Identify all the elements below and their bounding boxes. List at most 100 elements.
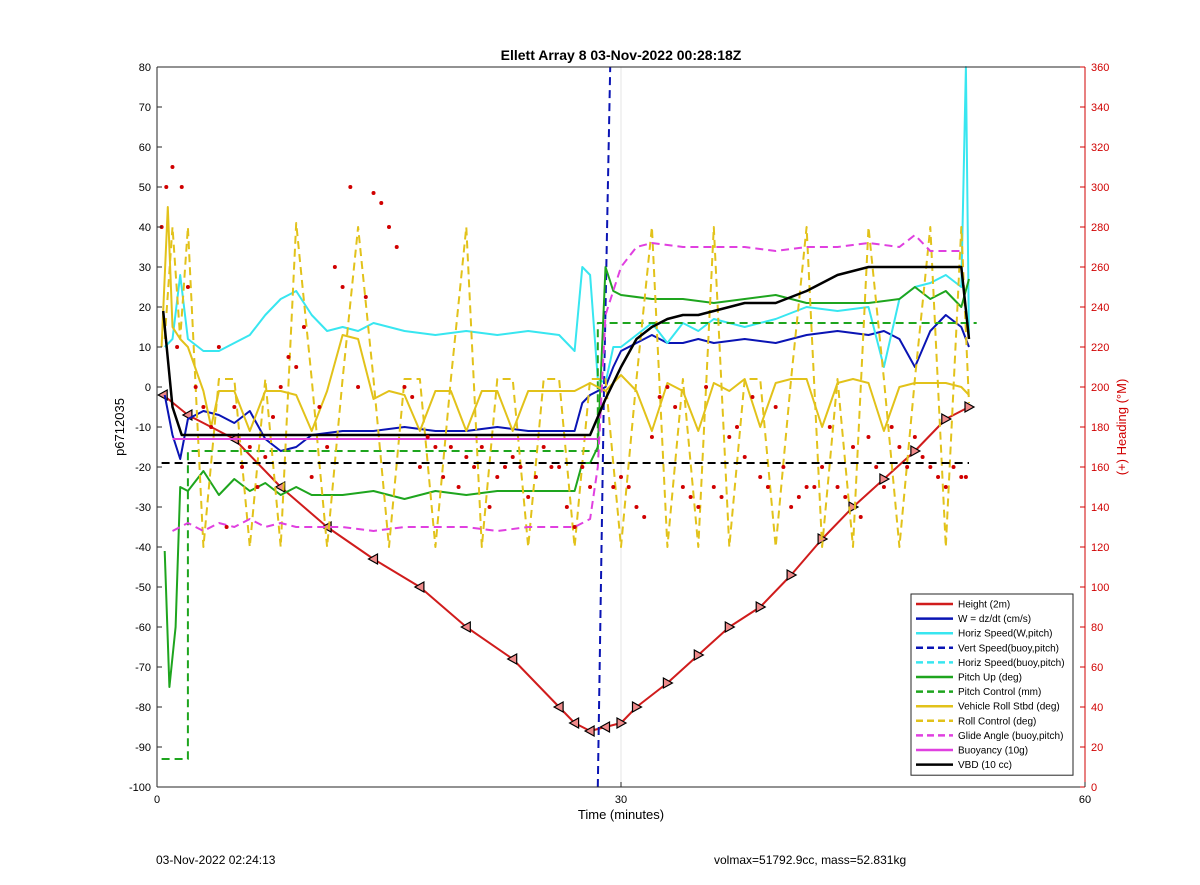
y-tick-label: 10 <box>139 342 151 354</box>
y-tick-label: 70 <box>139 102 151 114</box>
series-vbd <box>161 265 971 437</box>
heading-point <box>835 485 840 489</box>
heading-point <box>765 485 770 489</box>
legend-label-height: Height (2m) <box>958 600 1010 611</box>
axes: -100-90-80-70-60-50-40-30-20-10010203040… <box>129 62 1109 806</box>
heading-point <box>294 365 299 369</box>
y-tick-label: -70 <box>135 662 151 674</box>
heading-point <box>371 191 376 195</box>
heading-point <box>951 465 956 469</box>
y2-tick-label: 180 <box>1091 422 1109 434</box>
height-marker <box>910 444 922 458</box>
heading-point <box>541 445 546 449</box>
heading-point <box>317 405 322 409</box>
heading-point <box>851 445 855 449</box>
heading-point <box>179 185 184 189</box>
heading-point <box>456 485 461 489</box>
y-tick-label: 80 <box>139 62 151 74</box>
heading-point <box>448 445 453 449</box>
legend: Height (2m) W = dz/dt (cm/s) Horiz Speed(W… <box>910 593 1074 776</box>
height-marker <box>879 472 891 486</box>
legend-label-w: W = dz/dt (cm/s) <box>958 614 1031 625</box>
heading-point <box>657 395 662 399</box>
heading-point <box>417 465 422 469</box>
heading-point <box>549 465 554 469</box>
heading-point <box>464 455 469 459</box>
heading-point <box>526 495 531 499</box>
heading-point <box>963 475 968 479</box>
y-tick-label: -20 <box>135 462 151 474</box>
heading-point <box>325 445 330 449</box>
heading-point <box>224 525 229 529</box>
heading-point <box>410 395 415 399</box>
heading-point <box>874 465 879 469</box>
heading-point <box>309 475 314 479</box>
heading-point <box>619 475 623 479</box>
height-marker <box>413 580 425 594</box>
heading-point <box>758 475 763 479</box>
heading-point <box>510 455 515 459</box>
y2-tick-label: 0 <box>1091 782 1097 794</box>
heading-point <box>796 495 801 499</box>
heading-point <box>185 285 190 289</box>
chart-title: Ellett Array 8 03-Nov-2022 00:28:18Z <box>501 47 742 63</box>
series-roll <box>160 206 970 432</box>
heading-point <box>696 505 701 509</box>
heading-point <box>379 201 384 205</box>
height-marker <box>786 568 798 582</box>
heading-point <box>263 455 268 459</box>
heading-point <box>193 385 198 389</box>
height-marker <box>964 400 976 414</box>
heading-point <box>920 455 925 459</box>
heading-point <box>232 405 237 409</box>
heading-point <box>773 405 778 409</box>
heading-point <box>812 485 817 489</box>
heading-point <box>928 465 933 469</box>
heading-point <box>735 425 739 429</box>
heading-point <box>572 525 577 529</box>
heading-point <box>820 465 825 469</box>
heading-point <box>175 345 180 349</box>
height-marker <box>755 600 767 614</box>
y2-tick-label: 260 <box>1091 262 1109 274</box>
heading-point <box>719 495 724 499</box>
heading-point <box>881 485 886 489</box>
heading-point <box>866 435 871 439</box>
heading-point <box>209 425 214 429</box>
heading-point <box>278 385 283 389</box>
y-tick-label: -30 <box>135 502 151 514</box>
heading-point <box>332 265 337 269</box>
legend-label-roll_ctrl: Roll Control (deg) <box>958 716 1036 727</box>
y-tick-label: -60 <box>135 622 151 634</box>
series-pitch <box>163 266 970 688</box>
height-marker <box>631 700 643 714</box>
heading-point <box>711 485 716 489</box>
heading-point <box>387 225 391 229</box>
heading-point <box>781 465 786 469</box>
heading-point <box>905 465 910 469</box>
heading-point <box>533 475 538 479</box>
series-glide <box>172 234 962 532</box>
heading-point <box>897 445 902 449</box>
heading-point <box>804 485 809 489</box>
y2-tick-label: 20 <box>1091 742 1103 754</box>
legend-label-vert_buoy: Vert Speed(buoy,pitch) <box>958 643 1059 654</box>
y-tick-label: -10 <box>135 422 151 434</box>
heading-point <box>247 445 252 449</box>
heading-point <box>673 405 678 409</box>
heading-point <box>472 465 477 469</box>
y2-tick-label: 60 <box>1091 662 1103 674</box>
y-tick-label: 50 <box>139 182 151 194</box>
legend-label-horiz_buoy: Horiz Speed(buoy,pitch) <box>958 658 1065 669</box>
series-vert_buoy <box>596 66 612 788</box>
heading-point <box>611 485 616 489</box>
heading-point <box>742 455 747 459</box>
legend-label-roll: Vehicle Roll Stbd (deg) <box>958 702 1060 713</box>
heading-point <box>518 465 523 469</box>
y2-tick-label: 80 <box>1091 622 1103 634</box>
heading-point <box>680 485 685 489</box>
height-marker <box>662 676 674 690</box>
height-marker <box>583 724 595 738</box>
heading-point <box>356 385 361 389</box>
